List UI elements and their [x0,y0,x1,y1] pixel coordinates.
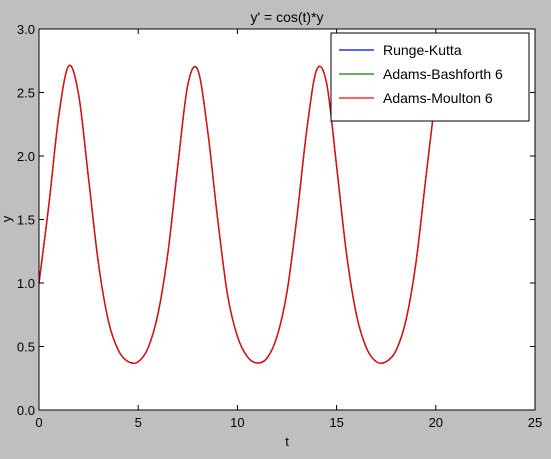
y-tick-label: 1.5 [17,213,35,228]
chart-title: y' = cos(t)*y [250,9,323,25]
y-tick-label: 2.0 [17,149,35,164]
y-tick-label: 0.5 [17,340,35,355]
x-tick-label: 20 [429,415,443,430]
x-tick-label: 15 [329,415,343,430]
legend-box [330,32,530,122]
x-tick-label: 0 [35,415,42,430]
y-axis-label: y [0,215,14,222]
x-tick-label: 5 [135,415,142,430]
legend: Runge-Kutta Adams-Bashforth 6 Adams-Moulto… [330,32,530,122]
x-axis-label: t [285,434,289,449]
series-line-2 [38,64,437,364]
legend-label: Adams-Moulton 6 [383,90,493,106]
legend-entries: Runge-Kutta Adams-Bashforth 6 Adams-Moulto… [339,42,503,106]
y-tick-label: 1.0 [17,276,35,291]
x-axis-ticks: 0 5 10 15 20 25 [35,29,542,430]
y-tick-label: 2.5 [17,86,35,101]
y-tick-label: 0.0 [17,403,35,418]
legend-label: Adams-Bashforth 6 [383,66,503,82]
y-tick-label: 3.0 [17,22,35,37]
y-axis-ticks: 0.0 0.5 1.0 1.5 2.0 2.5 3.0 [17,22,535,418]
x-tick-label: 10 [230,415,244,430]
legend-label: Runge-Kutta [383,42,462,58]
x-tick-label: 25 [528,415,542,430]
series-layer [38,64,437,364]
